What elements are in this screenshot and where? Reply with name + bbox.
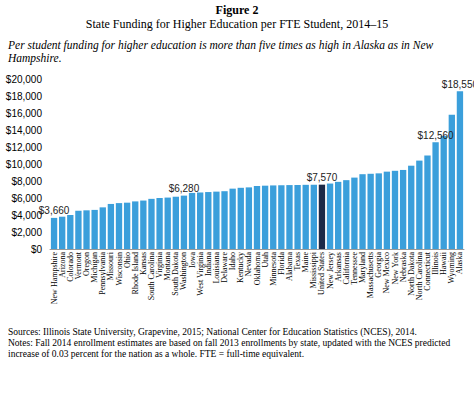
svg-text:Arkansas: Arkansas <box>333 252 343 282</box>
svg-text:Washington: Washington <box>179 252 189 290</box>
svg-text:$12,560: $12,560 <box>418 130 455 141</box>
svg-text:New York: New York <box>390 252 400 285</box>
svg-text:Arizona: Arizona <box>57 252 67 278</box>
svg-text:New Jersey: New Jersey <box>325 252 335 290</box>
svg-text:Illinois: Illinois <box>431 252 441 275</box>
svg-text:Massachusetts: Massachusetts <box>366 252 376 299</box>
svg-text:California: California <box>341 252 351 285</box>
html-text:Sources: Illinois State Univer: Sources: Illinois State University, Grap… <box>8 327 417 337</box>
svg-text:Alabama: Alabama <box>285 252 294 281</box>
svg-text:$10,000: $10,000 <box>6 159 43 170</box>
svg-text:South Dakota: South Dakota <box>171 252 181 296</box>
svg-text:Maine: Maine <box>301 252 311 273</box>
svg-text:$4,000: $4,000 <box>11 210 42 221</box>
svg-text:Hawaii: Hawaii <box>439 252 449 276</box>
svg-text:Maryland: Maryland <box>358 252 367 284</box>
svg-text:$8,000: $8,000 <box>11 176 42 187</box>
svg-text:North Dakota: North Dakota <box>406 252 416 296</box>
svg-text:Wyoming: Wyoming <box>447 252 457 284</box>
svg-text:$2,000: $2,000 <box>11 227 42 238</box>
svg-text:Michigan: Michigan <box>90 252 100 283</box>
svg-text:Oregon: Oregon <box>82 252 91 276</box>
svg-text:Oklahoma: Oklahoma <box>252 252 262 286</box>
svg-text:Nebraska: Nebraska <box>398 252 408 283</box>
svg-text:$18,000: $18,000 <box>6 91 43 102</box>
svg-text:Nevada: Nevada <box>244 252 254 277</box>
svg-text:$3,660: $3,660 <box>39 205 70 216</box>
svg-text:$16,000: $16,000 <box>6 108 43 119</box>
svg-text:Iowa: Iowa <box>187 252 197 268</box>
svg-text:Indiana: Indiana <box>203 252 213 276</box>
html-text:Notes: Fall 2014 enrollment es: Notes: Fall 2014 enrollment estimates ar… <box>8 338 451 359</box>
html-text:State Funding for Higher Educa: State Funding for Higher Education per F… <box>85 17 389 31</box>
svg-text:South Carolina: South Carolina <box>147 252 156 301</box>
svg-text:Tennessee: Tennessee <box>349 252 359 285</box>
svg-text:Florida: Florida <box>276 252 286 276</box>
svg-text:Kentucky: Kentucky <box>236 252 246 284</box>
svg-text:West Virginia: West Virginia <box>195 252 205 296</box>
svg-text:Ohio: Ohio <box>122 252 132 268</box>
svg-text:Colorado: Colorado <box>65 252 75 282</box>
svg-text:$6,000: $6,000 <box>11 193 42 204</box>
svg-text:Alaska: Alaska <box>455 252 464 275</box>
svg-text:Texas: Texas <box>293 252 303 271</box>
svg-text:$12,000: $12,000 <box>6 142 43 153</box>
svg-text:Connecticut: Connecticut <box>423 252 432 291</box>
svg-text:Utah: Utah <box>260 252 270 268</box>
svg-text:Pennsylvania: Pennsylvania <box>98 252 108 295</box>
svg-text:United States: United States <box>317 252 327 295</box>
svg-text:Vermont: Vermont <box>73 252 83 280</box>
html-text:Per student funding for higher: Per student funding for higher education… <box>8 39 434 64</box>
svg-text:$0: $0 <box>31 244 43 255</box>
svg-text:Wisconsin: Wisconsin <box>114 252 124 286</box>
svg-text:Idaho: Idaho <box>228 252 238 271</box>
svg-text:New Mexico: New Mexico <box>382 252 392 294</box>
svg-text:Rhode Island: Rhode Island <box>130 252 140 295</box>
svg-text:Montana: Montana <box>163 252 173 281</box>
svg-text:New Hampshire: New Hampshire <box>49 252 59 305</box>
svg-text:Louisiana: Louisiana <box>211 252 221 284</box>
svg-text:Minnesota: Minnesota <box>268 252 278 286</box>
svg-text:Georgia: Georgia <box>374 252 384 278</box>
svg-text:Mississippi: Mississippi <box>309 252 319 289</box>
html-text:Figure 2: Figure 2 <box>215 3 259 17</box>
svg-text:$20,000: $20,000 <box>6 74 43 85</box>
svg-text:North Carolina: North Carolina <box>414 252 424 301</box>
svg-text:Missouri: Missouri <box>106 252 116 281</box>
svg-text:Delaware: Delaware <box>220 252 229 283</box>
svg-text:Virginia: Virginia <box>155 252 165 278</box>
svg-text:Kansas: Kansas <box>138 252 148 276</box>
svg-text:$6,280: $6,280 <box>169 183 200 194</box>
svg-text:$7,570: $7,570 <box>307 172 338 183</box>
svg-text:$18,550: $18,550 <box>442 79 474 90</box>
svg-text:$14,000: $14,000 <box>6 125 43 136</box>
